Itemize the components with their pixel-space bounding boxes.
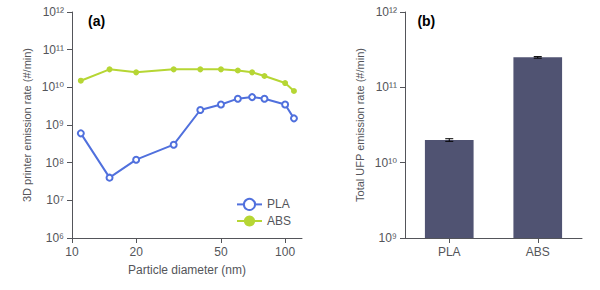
svg-text:(a): (a) [88,13,105,29]
svg-text:10¹²: 10¹² [376,5,397,19]
svg-text:50: 50 [214,245,228,259]
svg-text:3D printer emission rate (#/mi: 3D printer emission rate (#/min) [21,48,33,202]
svg-text:PLA: PLA [438,245,461,259]
svg-text:10⁹: 10⁹ [46,118,65,132]
svg-text:Total UFP emission rate (#/min: Total UFP emission rate (#/min) [354,48,366,202]
svg-text:20: 20 [129,245,143,259]
svg-text:10¹⁰: 10¹⁰ [375,156,397,170]
svg-text:ABS: ABS [526,245,550,259]
svg-text:ABS: ABS [267,214,291,228]
svg-text:PLA: PLA [267,197,290,211]
svg-text:10¹²: 10¹² [43,5,64,19]
svg-text:10⁶: 10⁶ [46,231,64,245]
svg-text:Particle diameter (nm): Particle diameter (nm) [128,263,246,277]
svg-text:10: 10 [65,245,79,259]
svg-text:10¹⁰: 10¹⁰ [42,80,64,94]
svg-text:100: 100 [275,245,295,259]
svg-text:10¹¹: 10¹¹ [43,43,64,57]
svg-text:10⁷: 10⁷ [46,193,64,207]
svg-text:10⁹: 10⁹ [379,231,398,245]
svg-text:(b): (b) [417,13,435,29]
svg-text:10¹¹: 10¹¹ [376,80,397,94]
svg-text:10⁸: 10⁸ [46,156,64,170]
